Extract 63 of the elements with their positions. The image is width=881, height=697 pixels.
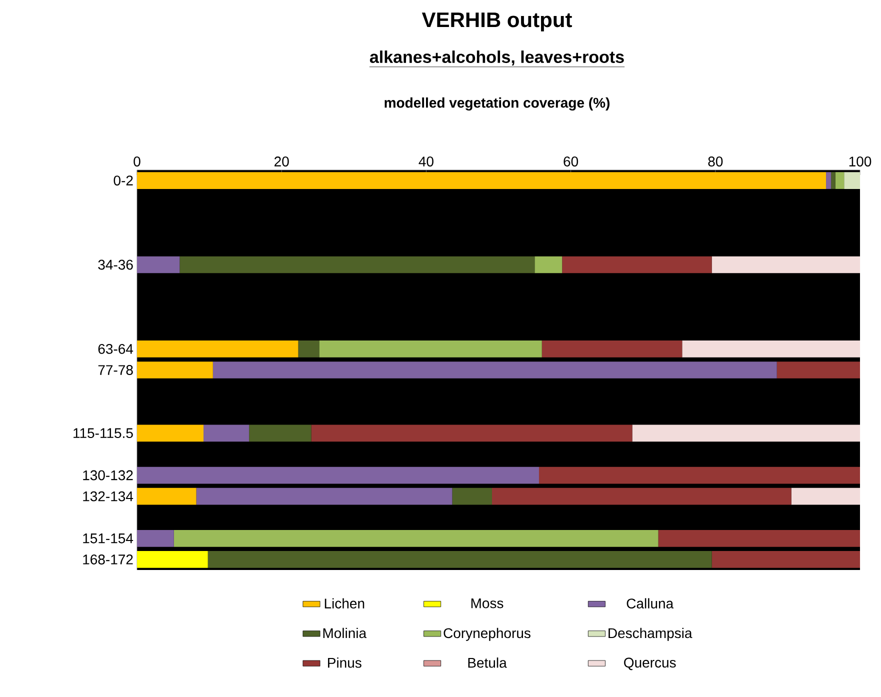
y-tick-label: 63-64 bbox=[98, 344, 134, 354]
bar bbox=[712, 256, 860, 274]
bar bbox=[137, 172, 826, 189]
bar bbox=[137, 256, 180, 274]
bar bbox=[791, 488, 860, 505]
y-tick-label: 115-115.5 bbox=[74, 428, 133, 438]
bar bbox=[137, 424, 204, 442]
y-tick-label: 151-154 bbox=[83, 534, 134, 544]
x-tick-label: 0 bbox=[134, 156, 140, 166]
bar bbox=[826, 172, 832, 189]
bar bbox=[542, 340, 682, 358]
bar bbox=[492, 488, 792, 505]
legend-label: Corynephorus bbox=[444, 628, 530, 641]
bar bbox=[844, 172, 860, 189]
legend-label: Betula bbox=[468, 657, 507, 668]
bar bbox=[137, 488, 196, 505]
legend-label: Pinus bbox=[328, 657, 362, 668]
y-tick-label: 168-172 bbox=[83, 554, 133, 564]
bar bbox=[137, 530, 174, 547]
bar bbox=[538, 466, 860, 484]
bar bbox=[204, 424, 250, 442]
bar bbox=[452, 488, 492, 505]
bar bbox=[311, 424, 632, 442]
bar bbox=[298, 340, 320, 358]
legend-label: Deschampsia bbox=[608, 628, 692, 641]
y-tick-label: 130-132 bbox=[83, 470, 133, 480]
bar bbox=[831, 172, 836, 189]
bar bbox=[319, 340, 542, 358]
bar bbox=[196, 488, 452, 505]
y-tick-label: 132-134 bbox=[83, 491, 134, 502]
bar bbox=[534, 256, 562, 274]
legend-label: Lichen bbox=[324, 598, 364, 608]
x-axis-title: modelled vegetation coverage (%) bbox=[384, 97, 610, 111]
x-tick-label: 40 bbox=[418, 156, 434, 166]
bar bbox=[208, 551, 712, 568]
bar bbox=[137, 340, 298, 358]
bar bbox=[682, 340, 860, 358]
bar bbox=[137, 362, 213, 378]
y-tick-label: 0-2 bbox=[114, 176, 133, 186]
y-tick-label: 34-36 bbox=[98, 260, 133, 270]
bar bbox=[249, 424, 312, 442]
bar bbox=[137, 551, 208, 568]
chart-subtitle: alkanes+alcohols, leaves+roots bbox=[370, 50, 624, 66]
bar bbox=[180, 256, 535, 274]
bar bbox=[137, 466, 539, 484]
y-tick-label: 77-78 bbox=[98, 365, 133, 375]
x-tick-label: 80 bbox=[708, 156, 723, 166]
x-tick-label: 60 bbox=[564, 156, 578, 166]
legend-label: Moss bbox=[471, 598, 504, 608]
bar bbox=[174, 530, 658, 547]
bar bbox=[835, 172, 844, 189]
bar bbox=[776, 362, 860, 378]
bar bbox=[658, 530, 860, 547]
bar bbox=[212, 362, 777, 378]
bar bbox=[712, 551, 860, 568]
legend-label: Quercus bbox=[624, 658, 676, 670]
bar bbox=[632, 424, 860, 442]
chart-title: VERHIB output bbox=[422, 12, 572, 32]
x-tick-label: 20 bbox=[274, 156, 289, 166]
bar bbox=[562, 256, 712, 274]
legend-label: Calluna bbox=[626, 598, 674, 608]
legend-label: Molinia bbox=[323, 628, 367, 638]
x-tick-label: 100 bbox=[849, 156, 872, 166]
